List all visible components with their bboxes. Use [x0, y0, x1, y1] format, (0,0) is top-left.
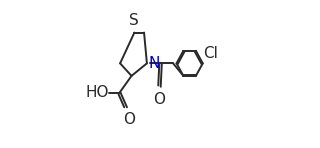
Text: Cl: Cl [203, 46, 218, 61]
Text: N: N [149, 56, 160, 71]
Text: HO: HO [85, 86, 109, 100]
Text: O: O [123, 112, 135, 127]
Text: S: S [130, 13, 139, 28]
Text: O: O [153, 92, 165, 107]
